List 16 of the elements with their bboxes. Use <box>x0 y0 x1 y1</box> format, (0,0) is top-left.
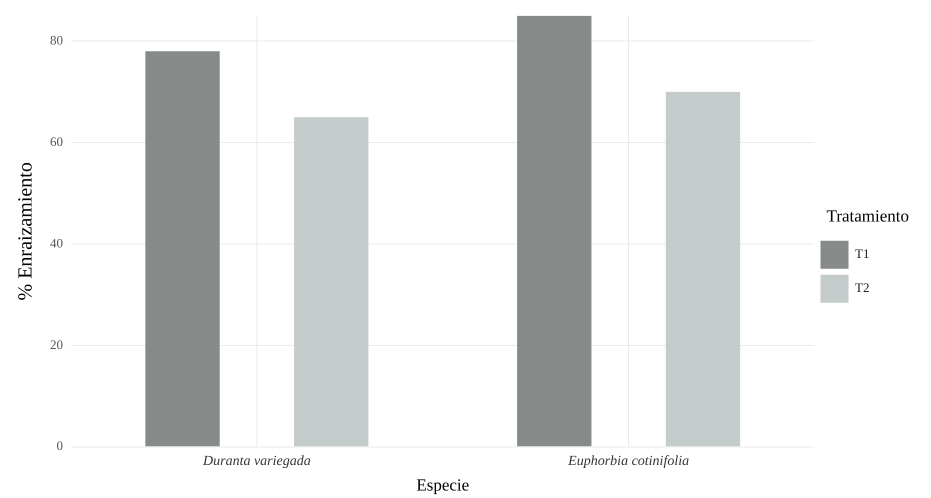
bar <box>517 16 592 446</box>
bar <box>145 51 220 446</box>
x-tick-label: Duranta variegada <box>202 454 311 469</box>
y-tick-label: 60 <box>50 134 63 149</box>
bar <box>294 117 368 446</box>
bar <box>666 92 740 446</box>
legend-title: Tratamiento <box>826 206 910 226</box>
y-tick-label: 20 <box>50 336 63 352</box>
x-tick-label: Euphorbia cotinifolia <box>567 454 690 469</box>
y-tick-label: 40 <box>50 235 63 250</box>
legend-label: T2 <box>855 280 870 296</box>
y-axis-title: % Enraizamiento <box>14 162 36 300</box>
legend-label: T1 <box>855 246 870 262</box>
y-tick-label: 80 <box>50 32 63 48</box>
y-tick-label: 0 <box>56 438 63 454</box>
x-axis-title: Especie <box>416 475 470 494</box>
